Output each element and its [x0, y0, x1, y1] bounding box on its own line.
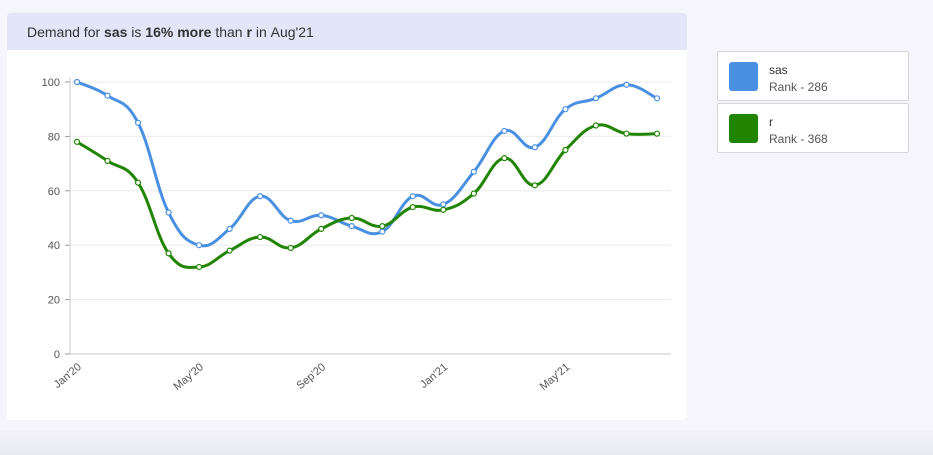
x-tick-label: Jan'21 [418, 361, 450, 391]
data-point-r [409, 204, 416, 211]
header-mid1: is [127, 23, 146, 40]
x-tick-label: May'21 [538, 361, 573, 393]
data-point-sas [134, 119, 142, 126]
data-point-r [226, 247, 233, 254]
data-point-sas [165, 209, 172, 216]
data-point-r [623, 130, 630, 137]
data-point-sas [348, 223, 355, 230]
data-point-r [318, 225, 325, 232]
data-point-r [470, 190, 477, 197]
data-point-sas [73, 78, 81, 86]
data-point-sas [531, 144, 538, 151]
y-tick-label: 60 [48, 186, 60, 198]
data-point-r [196, 263, 203, 271]
legend-swatch-r [729, 114, 758, 143]
data-point-r [287, 244, 294, 252]
series-line-r [75, 123, 659, 269]
header-mid2: than [211, 23, 247, 40]
data-point-sas [226, 225, 233, 232]
x-tick-label: May'20 [171, 361, 206, 393]
data-point-r [440, 206, 447, 213]
y-tick-label: 80 [48, 131, 60, 143]
data-point-sas [104, 92, 111, 99]
legend-swatch-sas [729, 62, 758, 91]
legend-item-r[interactable]: r Rank - 368 [717, 103, 909, 153]
data-point-sas [409, 193, 416, 200]
data-point-sas [470, 168, 477, 175]
data-point-r [165, 250, 172, 257]
data-point-sas [196, 242, 203, 249]
chart-card: Demand for sas is 16% more than r in Aug… [7, 13, 687, 420]
y-tick-label: 40 [48, 240, 60, 252]
data-point-r [592, 122, 600, 129]
header-skill-b: r [246, 23, 252, 40]
legend: sas Rank - 286 r Rank - 368 [717, 51, 909, 155]
legend-rank: Rank - 286 [769, 80, 828, 94]
header-prefix: Demand for [27, 23, 105, 40]
data-point-sas [562, 106, 569, 113]
data-point-sas [623, 81, 630, 88]
data-point-sas [501, 127, 508, 135]
data-point-sas [379, 228, 386, 235]
data-point-r [104, 157, 111, 164]
data-point-r [501, 155, 508, 162]
legend-name: sas [769, 63, 788, 77]
data-point-r [134, 179, 142, 186]
data-point-r [653, 130, 661, 137]
page-footer-shade [0, 430, 933, 455]
y-tick-label: 20 [48, 295, 60, 307]
data-point-r [531, 182, 538, 189]
header-diff: 16% more [145, 23, 212, 40]
header-mid3: in [251, 23, 271, 40]
data-point-sas [592, 95, 600, 102]
data-point-r [73, 138, 81, 145]
data-point-r [257, 233, 264, 241]
data-point-sas [440, 201, 447, 208]
y-tick-label: 0 [54, 349, 60, 361]
data-point-sas [653, 95, 661, 102]
legend-name: r [769, 115, 773, 129]
data-point-sas [318, 212, 325, 219]
line-chart: 0 20 40 60 80 100 Jan'20 May'20 Sep'20 Jan'21 May'… [42, 77, 671, 393]
header-month: Aug'21 [270, 23, 314, 40]
x-tick-label: Jan'20 [52, 361, 84, 391]
data-point-sas [287, 217, 294, 224]
y-tick-label: 100 [42, 77, 60, 89]
data-point-r [379, 223, 386, 230]
data-point-sas [257, 193, 264, 200]
data-point-r [348, 214, 355, 222]
x-tick-label: Sep'20 [294, 361, 328, 392]
legend-item-sas[interactable]: sas Rank - 286 [717, 51, 909, 101]
card-header: Demand for sas is 16% more than r in Aug… [7, 13, 687, 50]
data-point-r [562, 146, 569, 154]
header-skill-a: sas [104, 23, 128, 40]
legend-rank: Rank - 368 [769, 132, 828, 146]
